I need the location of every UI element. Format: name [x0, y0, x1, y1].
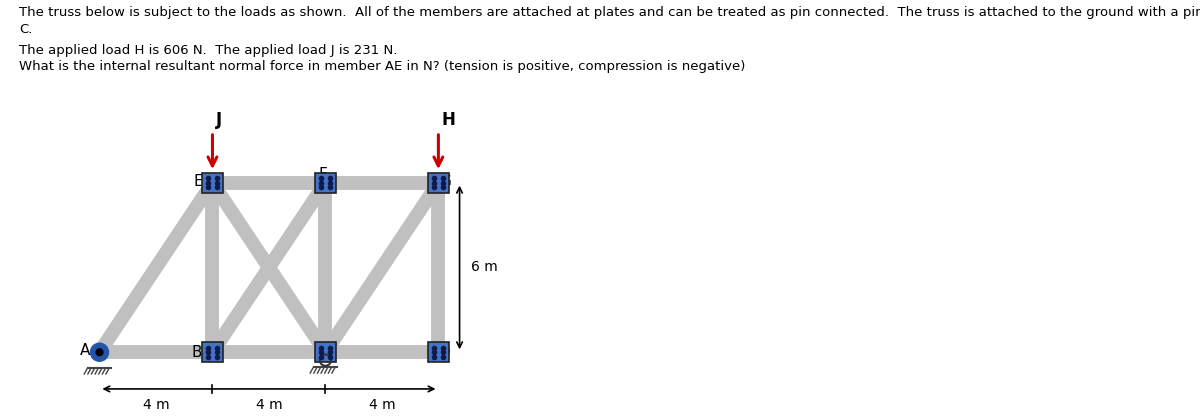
Text: 4 m: 4 m	[143, 398, 169, 412]
Bar	[428, 173, 449, 193]
Bar	[203, 173, 223, 193]
Text: B: B	[192, 345, 202, 360]
Text: G: G	[439, 174, 450, 189]
Text: 4 m: 4 m	[256, 398, 282, 412]
Text: 4 m: 4 m	[368, 398, 395, 412]
Text: F: F	[318, 167, 326, 182]
Circle shape	[96, 349, 103, 356]
Bar	[428, 342, 449, 362]
Text: What is the internal resultant normal force in member AE in N? (tension is posit: What is the internal resultant normal fo…	[19, 60, 745, 73]
Text: A: A	[80, 343, 90, 358]
Bar	[316, 173, 336, 193]
Text: D: D	[439, 345, 450, 360]
Text: The truss below is subject to the loads as shown.  All of the members are attach: The truss below is subject to the loads …	[19, 6, 1200, 19]
Text: J: J	[216, 111, 222, 129]
Text: The applied load H is 606 N.  The applied load J is 231 N.: The applied load H is 606 N. The applied…	[19, 44, 397, 57]
Text: E: E	[193, 174, 203, 189]
Bar	[316, 342, 336, 362]
Text: C: C	[314, 342, 325, 357]
Circle shape	[90, 343, 108, 361]
Text: H: H	[442, 111, 456, 129]
Text: 6 m: 6 m	[470, 260, 498, 275]
Text: C.: C.	[19, 23, 32, 36]
Bar	[203, 342, 223, 362]
